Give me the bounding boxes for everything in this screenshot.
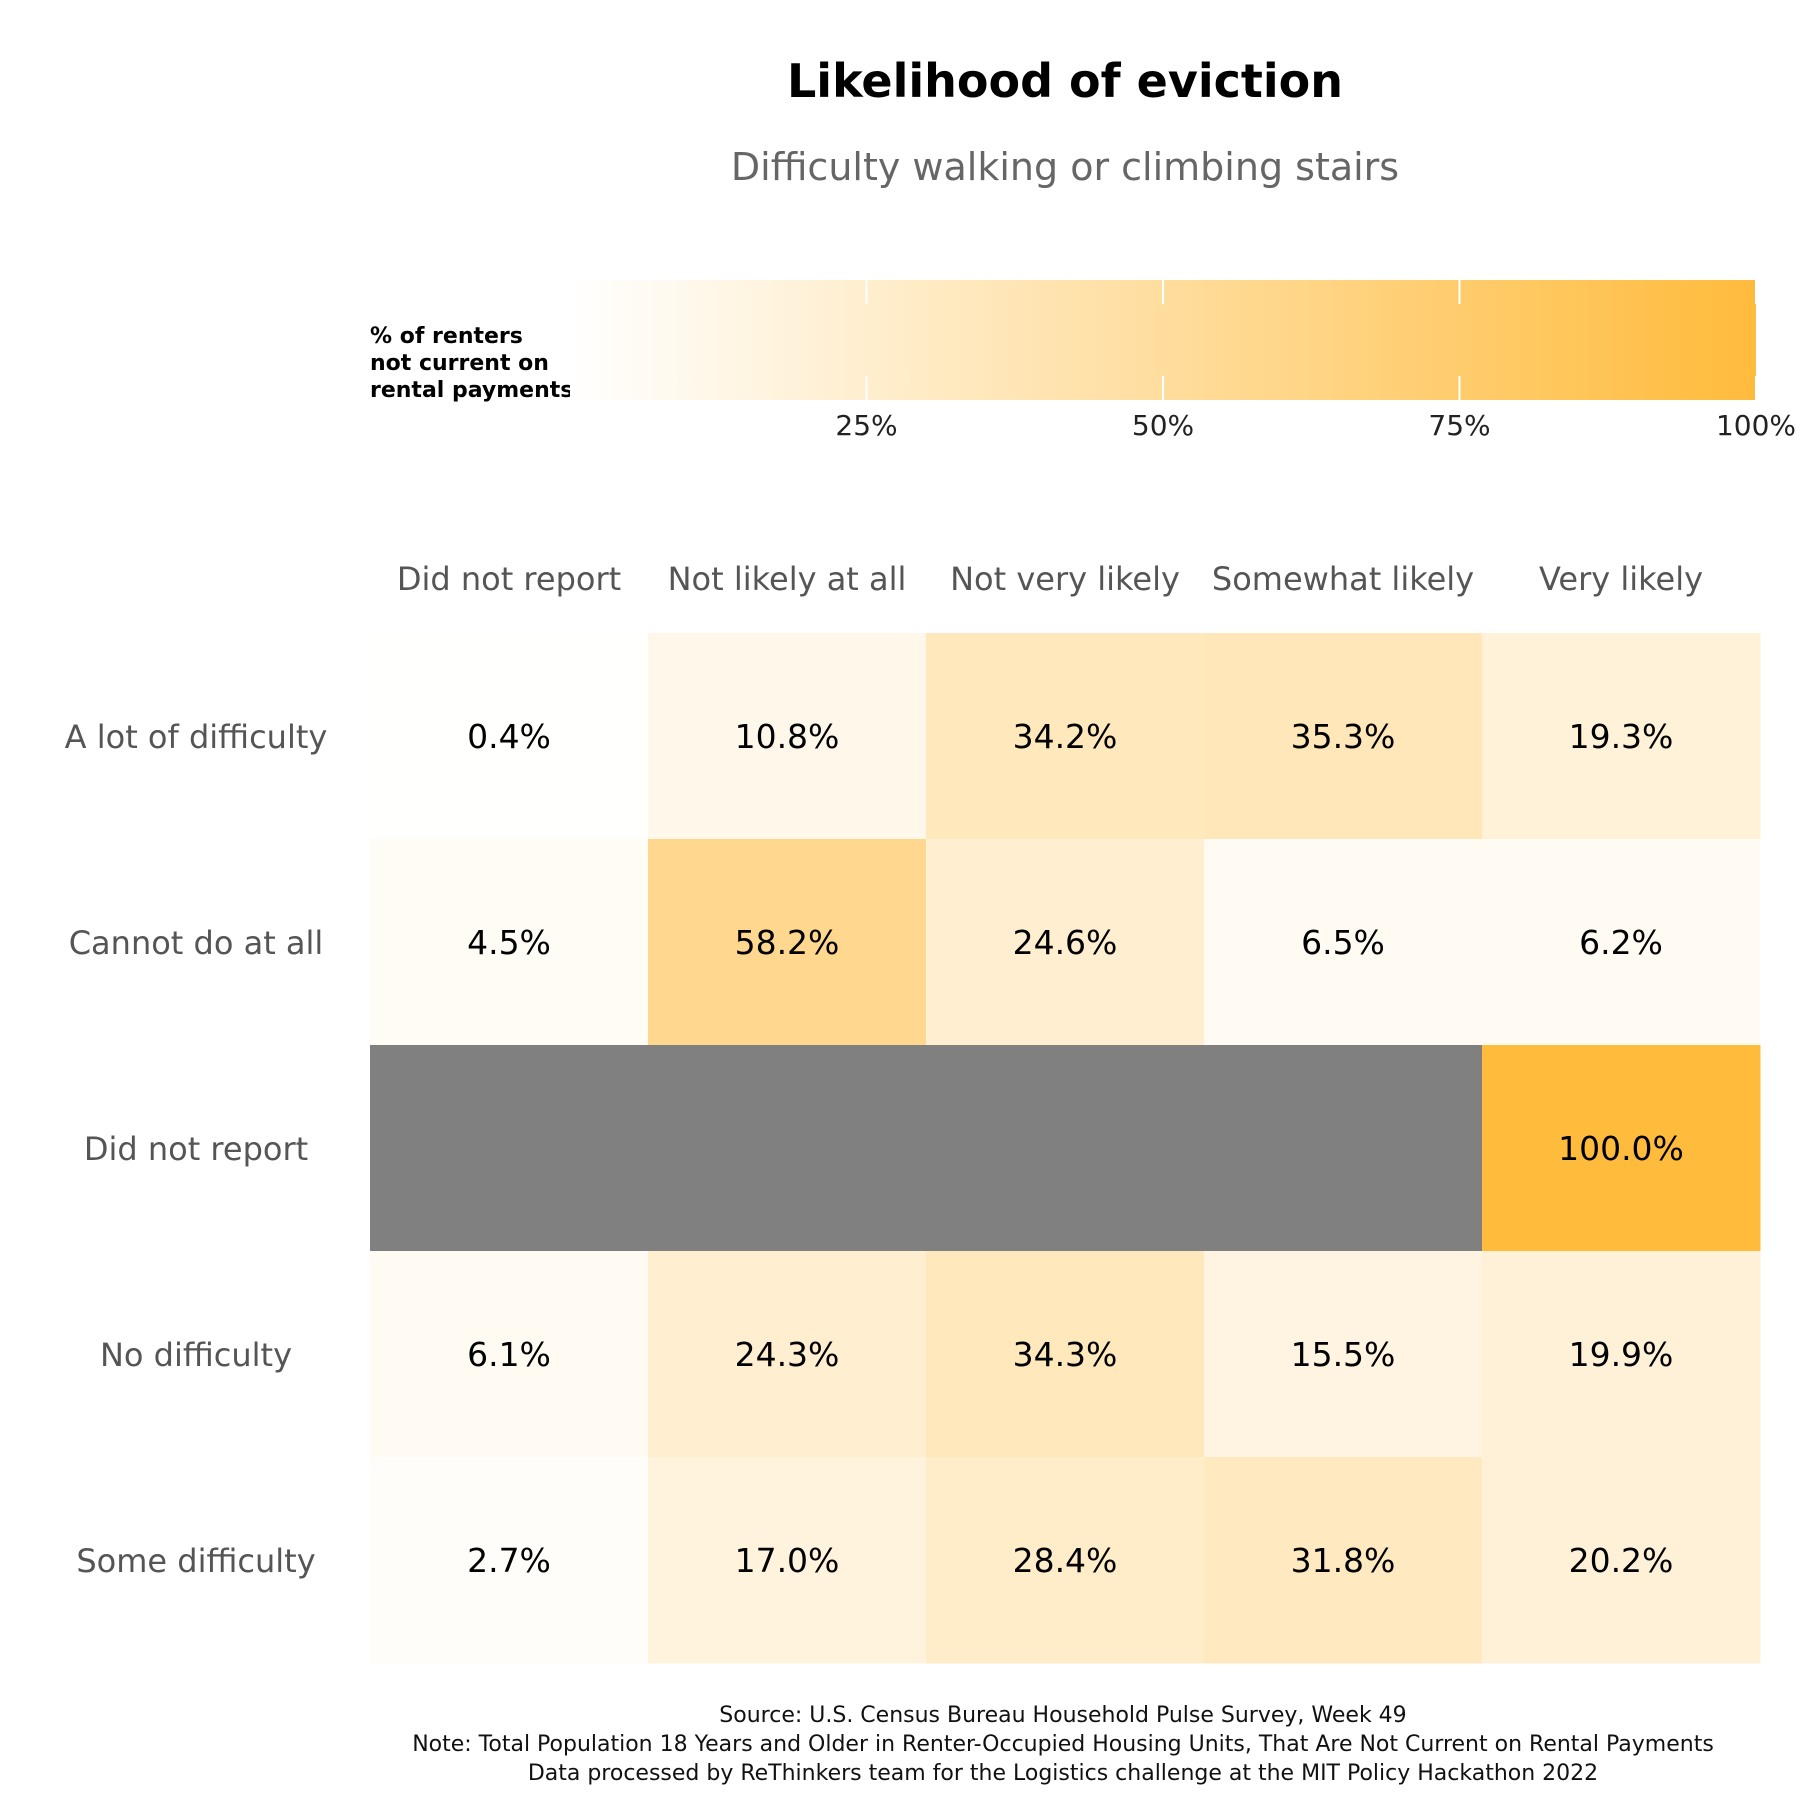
heatmap-cell — [648, 1251, 927, 1458]
cell-value-label: 19.3% — [1569, 717, 1674, 756]
row-label: Some difficulty — [76, 1542, 315, 1580]
row-label: Cannot do at all — [69, 924, 324, 962]
legend-title-line-1: % of renters — [370, 324, 523, 349]
caption-source: Source: U.S. Census Bureau Household Pul… — [719, 1703, 1406, 1728]
column-labels: Did not report Not likely at all Not very … — [397, 560, 1703, 598]
legend-tick-label: 25% — [835, 409, 897, 442]
heatmap-cell — [648, 1045, 927, 1252]
row-label: No difficulty — [100, 1336, 292, 1374]
column-label: Somewhat likely — [1212, 560, 1474, 598]
cell-value-label: 28.4% — [1013, 1541, 1118, 1580]
heatmap-cell — [648, 633, 927, 840]
cell-value-label: 100.0% — [1558, 1129, 1684, 1168]
row-label: Did not report — [84, 1130, 308, 1168]
cell-value-label: 10.8% — [735, 717, 840, 756]
legend-title-line-3: rental payments — [370, 378, 573, 403]
caption-credit: Data processed by ReThinkers team for th… — [528, 1761, 1598, 1786]
heatmap-cell — [1204, 1457, 1483, 1664]
legend-tick-label: 50% — [1132, 409, 1194, 442]
heatmap-cell — [648, 839, 927, 1046]
cell-value-label: 17.0% — [735, 1541, 840, 1580]
chart-subtitle: Difficulty walking or climbing stairs — [731, 145, 1399, 189]
legend-title-line-2: not current on — [370, 351, 549, 376]
cell-value-label: 58.2% — [735, 923, 840, 962]
heatmap-cell — [1204, 1045, 1483, 1252]
cell-value-label: 0.4% — [467, 717, 551, 756]
cell-value-label: 31.8% — [1291, 1541, 1396, 1580]
heatmap-cells: 0.4% 10.8% 34.2% 35.3% 19.3% 4.5% 58.2% 24.6% 6.… — [370, 633, 1761, 1664]
heatmap-cell — [1482, 839, 1761, 1046]
heatmap-cell — [926, 1457, 1205, 1664]
column-label: Very likely — [1539, 560, 1703, 598]
cell-value-label: 20.2% — [1569, 1541, 1674, 1580]
column-label: Did not report — [397, 560, 621, 598]
column-label: Not very likely — [950, 560, 1180, 598]
cell-value-label: 19.9% — [1569, 1335, 1674, 1374]
heatmap-cell — [1482, 1457, 1761, 1664]
heatmap-cell — [1482, 633, 1761, 840]
legend-tick-label: 75% — [1428, 409, 1490, 442]
row-label: A lot of difficulty — [65, 718, 328, 756]
cell-value-label: 34.2% — [1013, 717, 1118, 756]
cell-value-label: 35.3% — [1291, 717, 1396, 756]
color-legend: % of renters not current on rental payme… — [370, 280, 1796, 442]
row-labels: A lot of difficulty Cannot do at all Did n… — [65, 718, 328, 1580]
cell-value-label: 6.2% — [1579, 923, 1663, 962]
heatmap-cell — [1204, 633, 1483, 840]
heatmap-cell — [370, 839, 649, 1046]
heatmap-cell — [1204, 1251, 1483, 1458]
heatmap-cell — [370, 1251, 649, 1458]
column-label: Not likely at all — [668, 560, 907, 598]
caption-note: Note: Total Population 18 Years and Olde… — [412, 1732, 1714, 1757]
heatmap-cell — [1482, 1045, 1761, 1252]
heatmap-cell — [370, 633, 649, 840]
cell-value-label: 4.5% — [467, 923, 551, 962]
cell-value-label: 6.1% — [467, 1335, 551, 1374]
cell-value-label: 6.5% — [1301, 923, 1385, 962]
cell-value-label: 34.3% — [1013, 1335, 1118, 1374]
heatmap-cell — [370, 1457, 649, 1664]
heatmap-cell — [926, 1045, 1205, 1252]
cell-value-label: 24.3% — [735, 1335, 840, 1374]
heatmap-cell — [926, 1251, 1205, 1458]
cell-value-label: 24.6% — [1013, 923, 1118, 962]
heatmap-cell — [1204, 839, 1483, 1046]
heatmap-cell — [648, 1457, 927, 1664]
heatmap-cell — [926, 633, 1205, 840]
legend-tick-label: 100% — [1716, 409, 1796, 442]
cell-value-label: 15.5% — [1291, 1335, 1396, 1374]
heatmap-cell — [1482, 1251, 1761, 1458]
heatmap-cell — [370, 1045, 649, 1252]
cell-value-label: 2.7% — [467, 1541, 551, 1580]
chart-title: Likelihood of eviction — [787, 54, 1343, 108]
heatmap-cell — [926, 839, 1205, 1046]
